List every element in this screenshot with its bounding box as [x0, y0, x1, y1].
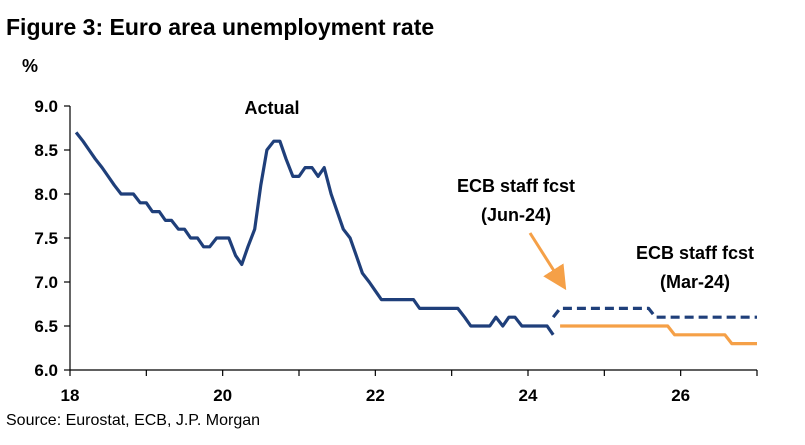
y-tick-label: 8.5: [34, 141, 58, 160]
annotation-line: (Jun-24): [481, 205, 551, 225]
x-tick-label: 22: [366, 386, 385, 405]
x-tick-label: 18: [61, 386, 80, 405]
annotation-mar: ECB staff fcst (Mar-24): [636, 243, 754, 292]
annotation-line: ECB staff fcst: [457, 176, 575, 196]
x-tick-label: 20: [213, 386, 232, 405]
y-tick-label: 9.0: [34, 97, 58, 116]
y-tick-label: 8.0: [34, 185, 58, 204]
chart-title: Figure 3: Euro area unemployment rate: [6, 14, 435, 40]
y-tick-label: 6.5: [34, 317, 58, 336]
source-note: Source: Eurostat, ECB, J.P. Morgan: [6, 412, 261, 429]
y-axis-unit: %: [22, 56, 39, 76]
annotation-line: Actual: [244, 98, 299, 118]
mar-forecast-series-line: [560, 324, 757, 346]
annotation-line: ECB staff fcst: [636, 243, 754, 263]
jun-forecast-series-line: [551, 306, 757, 319]
annotation-actual: Actual: [244, 98, 299, 118]
y-tick-label: 6.0: [34, 361, 58, 380]
x-tick-label: 24: [519, 386, 538, 405]
x-tick-label: 26: [671, 386, 690, 405]
annotation-line: (Mar-24): [660, 272, 730, 292]
y-tick-label: 7.5: [34, 229, 58, 248]
annotation-arrow: [528, 232, 567, 291]
actual-series-line: [74, 131, 555, 336]
y-tick-label: 7.0: [34, 273, 58, 292]
annotation-jun: ECB staff fcst (Jun-24): [457, 176, 575, 225]
